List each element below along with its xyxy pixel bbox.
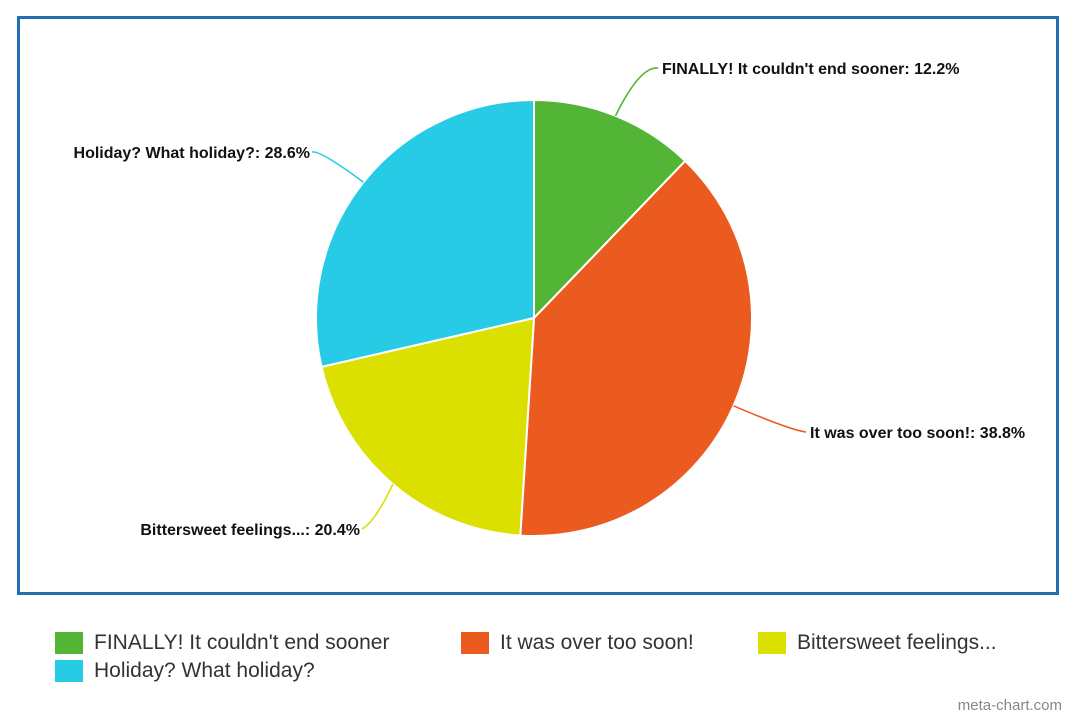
slice-data-label-1: FINALLY! It couldn't end sooner: 12.2% <box>662 61 959 78</box>
pie-slice-4 <box>314 98 535 369</box>
pie-slice-3 <box>320 316 536 537</box>
watermark: meta-chart.com <box>957 697 1062 714</box>
legend-item-1: FINALLY! It couldn't end sooner <box>55 630 389 656</box>
leader-line-3 <box>361 483 394 530</box>
legend-swatch <box>55 632 83 654</box>
slice-data-label-2: It was over too soon!: 38.8% <box>810 425 1025 442</box>
legend-label: Holiday? What holiday? <box>94 659 315 682</box>
slice-data-label-3: Bittersweet feelings...: 20.4% <box>140 522 360 539</box>
legend-swatch <box>461 632 489 654</box>
leader-line-1 <box>614 67 659 117</box>
pie-slice-1 <box>533 98 687 321</box>
legend-label: Bittersweet feelings... <box>797 631 997 654</box>
leader-line-4 <box>311 151 364 183</box>
legend-swatch <box>55 660 83 682</box>
legend-label: FINALLY! It couldn't end sooner <box>94 631 390 654</box>
legend-swatch <box>758 632 786 654</box>
slice-data-label-4: Holiday? What holiday?: 28.6% <box>74 145 310 162</box>
legend-item-2: It was over too soon! <box>461 630 694 656</box>
leader-line-2 <box>733 405 807 433</box>
legend-item-3: Bittersweet feelings... <box>758 630 997 656</box>
legend-item-4: Holiday? What holiday? <box>55 658 315 684</box>
legend-label: It was over too soon! <box>500 631 694 654</box>
